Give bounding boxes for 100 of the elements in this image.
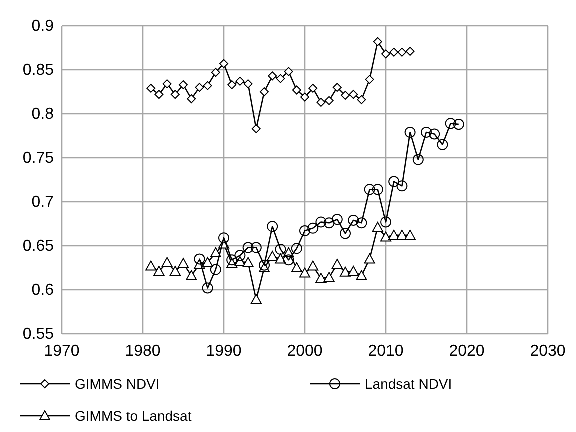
point xyxy=(187,94,196,104)
point xyxy=(210,248,222,258)
legend-label: Landsat NDVI xyxy=(365,376,452,392)
y-tick-label: 0.7 xyxy=(32,194,54,211)
x-tick-label: 1970 xyxy=(44,343,80,360)
point xyxy=(396,230,408,240)
point xyxy=(357,95,366,104)
point xyxy=(300,92,310,102)
point xyxy=(429,128,440,140)
point xyxy=(341,91,350,100)
y-tick-label: 0.85 xyxy=(22,62,54,79)
y-tick-label: 0.75 xyxy=(22,150,54,167)
point xyxy=(236,76,245,86)
x-tick-label: 1980 xyxy=(125,343,161,360)
point xyxy=(390,48,399,57)
point xyxy=(308,260,319,271)
x-tick-label: 2020 xyxy=(449,343,485,360)
point xyxy=(202,257,214,268)
point xyxy=(380,216,392,228)
y-tick-label: 0.55 xyxy=(22,326,54,343)
y-tick-label: 0.9 xyxy=(32,18,54,35)
point xyxy=(349,90,358,100)
point xyxy=(380,232,392,242)
point xyxy=(388,176,400,188)
point xyxy=(178,258,189,268)
point xyxy=(244,80,253,89)
point xyxy=(412,154,424,166)
point xyxy=(324,272,335,282)
point xyxy=(292,86,302,95)
point xyxy=(194,254,206,265)
point xyxy=(421,126,432,138)
point xyxy=(348,266,360,276)
point xyxy=(396,180,408,192)
x-tick-label: 2030 xyxy=(530,343,566,360)
point xyxy=(332,258,343,269)
point xyxy=(340,266,351,277)
point xyxy=(356,270,368,280)
point xyxy=(364,184,376,196)
point xyxy=(404,230,416,240)
x-tick-label: 2000 xyxy=(287,343,323,360)
point xyxy=(324,96,334,106)
point xyxy=(250,294,262,304)
point xyxy=(162,257,173,268)
point xyxy=(154,90,164,100)
point xyxy=(300,268,310,278)
point xyxy=(234,250,246,262)
point xyxy=(146,84,156,93)
point xyxy=(268,72,278,81)
point xyxy=(373,37,382,46)
point xyxy=(398,48,407,57)
point xyxy=(170,90,180,100)
point xyxy=(203,81,212,90)
point xyxy=(276,74,286,84)
point xyxy=(437,139,448,150)
point xyxy=(364,254,376,264)
point xyxy=(316,216,327,228)
point xyxy=(186,270,198,280)
point xyxy=(154,266,165,276)
point xyxy=(372,184,384,196)
point xyxy=(316,98,326,108)
point xyxy=(406,47,415,56)
point xyxy=(308,84,318,93)
x-tick-label: 1990 xyxy=(206,343,242,360)
point xyxy=(179,80,188,90)
x-tick-label: 2010 xyxy=(368,343,404,360)
point xyxy=(210,264,222,276)
point xyxy=(356,218,368,229)
point xyxy=(267,221,278,232)
point xyxy=(146,260,157,271)
point xyxy=(445,118,456,130)
point xyxy=(250,242,262,254)
point xyxy=(332,214,343,226)
point xyxy=(195,83,204,92)
point xyxy=(453,119,464,130)
y-tick-label: 0.6 xyxy=(32,282,54,299)
point xyxy=(284,67,294,76)
point xyxy=(228,80,237,90)
point xyxy=(260,88,269,96)
point xyxy=(308,222,319,234)
point xyxy=(252,124,261,134)
point xyxy=(340,228,351,240)
point xyxy=(242,257,254,268)
point xyxy=(332,83,342,92)
point xyxy=(226,254,238,266)
point xyxy=(324,218,335,229)
y-tick-label: 0.65 xyxy=(22,238,54,255)
point xyxy=(372,222,384,232)
legend-label: GIMMS to Landsat xyxy=(75,408,192,424)
point xyxy=(242,242,254,254)
point xyxy=(348,214,360,226)
point xyxy=(218,232,230,244)
y-tick-label: 0.8 xyxy=(32,106,54,123)
legend-label: GIMMS NDVI xyxy=(75,376,160,392)
point xyxy=(300,226,310,237)
point xyxy=(267,251,278,262)
point xyxy=(202,282,214,294)
point xyxy=(316,273,327,284)
point xyxy=(365,75,374,84)
point xyxy=(170,266,181,276)
point xyxy=(211,68,220,78)
